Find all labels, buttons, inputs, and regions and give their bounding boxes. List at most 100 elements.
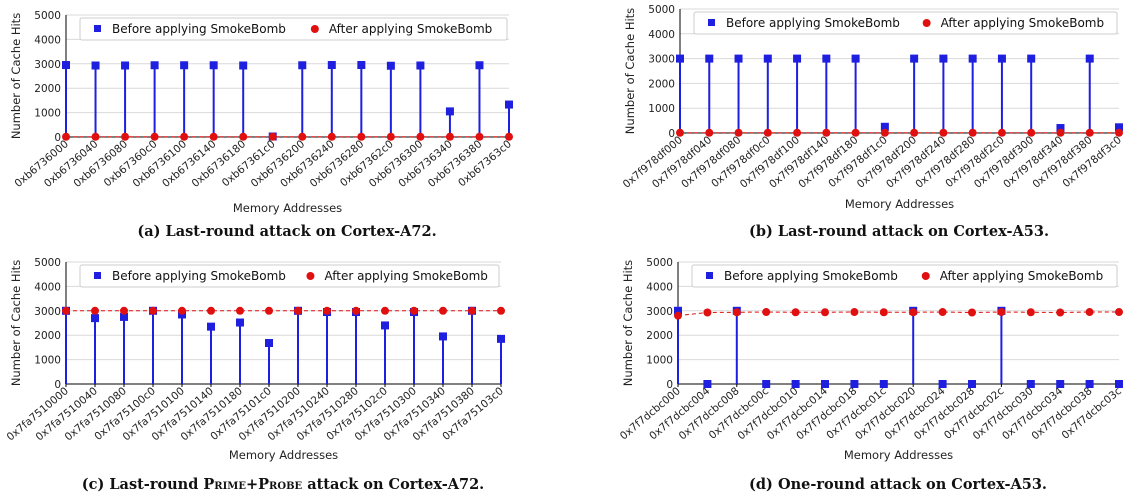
y-tick-label: 2000 <box>648 78 675 90</box>
after-point <box>763 128 772 137</box>
before-point <box>1056 380 1065 388</box>
after-point <box>120 306 128 315</box>
after-point <box>121 132 130 141</box>
before-point <box>997 54 1006 63</box>
y-tick-label: 4000 <box>34 281 61 293</box>
caption-part: attack on Cortex-A72. <box>302 476 484 493</box>
before-point <box>265 339 273 348</box>
before-point <box>207 322 215 331</box>
chart-panel-2: 0100020003000400050000x7f978df0000x7f978… <box>621 4 1124 240</box>
after-point <box>207 306 215 315</box>
after-point <box>1026 308 1035 317</box>
y-tick-label: 1000 <box>646 355 673 367</box>
after-point <box>180 132 189 141</box>
after-series-line <box>677 311 1119 317</box>
before-point <box>939 54 948 63</box>
after-point <box>821 308 829 317</box>
before-point <box>821 380 829 388</box>
before-point <box>762 380 771 388</box>
after-point <box>468 306 476 315</box>
before-point <box>968 54 977 63</box>
after-point <box>149 306 157 315</box>
before-point <box>386 61 395 70</box>
after-point <box>268 132 277 141</box>
before-point <box>327 61 336 70</box>
before-point <box>416 61 425 70</box>
before-point <box>674 306 682 315</box>
caption-part: (c) Last-round <box>82 476 204 493</box>
legend-label-after: After applying SmokeBomb <box>940 269 1103 283</box>
after-point <box>298 132 307 141</box>
after-point <box>674 311 682 320</box>
before-point <box>968 380 976 388</box>
before-point <box>180 61 189 70</box>
after-point <box>386 132 395 141</box>
y-axis-title: Number of Cache Hits <box>9 260 23 386</box>
chart-panel-3: 0100020003000400050000x7fa75100000x7fa75… <box>5 257 506 493</box>
before-point <box>1027 54 1036 63</box>
after-point <box>91 306 99 315</box>
after-point <box>1027 128 1036 137</box>
chart-panel-4: 0100020003000400050000x7f7dcbc0000x7f7dc… <box>618 257 1124 493</box>
after-point <box>410 306 418 315</box>
before-point <box>357 61 366 70</box>
after-point <box>327 132 336 141</box>
after-point <box>1085 128 1094 137</box>
before-point <box>793 54 802 63</box>
after-point <box>505 132 513 141</box>
caption: (b) Last-round attack on Cortex-A53. <box>749 223 1049 240</box>
y-tick-label: 4000 <box>648 29 675 41</box>
y-tick-label: 5000 <box>648 4 675 16</box>
x-axis-title: Memory Addresses <box>844 448 953 462</box>
legend-marker-before <box>706 272 713 279</box>
caption: (c) Last-round Prime+Probe attack on Cor… <box>82 476 484 493</box>
before-point <box>120 312 128 321</box>
after-point <box>357 132 366 141</box>
after-point <box>879 308 888 317</box>
after-point <box>762 308 771 317</box>
y-axis-title: Number of Cache Hits <box>621 260 635 386</box>
before-point <box>150 61 159 70</box>
before-point <box>734 54 743 63</box>
after-point <box>294 306 302 315</box>
before-point <box>439 332 447 341</box>
y-tick-label: 4000 <box>646 281 673 293</box>
y-tick-label: 1000 <box>648 103 675 115</box>
before-point <box>938 380 947 388</box>
x-axis-title: Memory Addresses <box>229 448 338 462</box>
after-point <box>323 306 331 315</box>
after-point <box>910 128 919 137</box>
before-point <box>1085 54 1094 63</box>
after-point <box>703 308 712 317</box>
after-point <box>968 128 977 137</box>
after-point <box>381 306 389 315</box>
legend-label-before: Before applying SmokeBomb <box>112 269 286 283</box>
before-point <box>445 107 454 116</box>
after-point <box>939 128 948 137</box>
legend-marker-after <box>306 272 315 280</box>
caption: (a) Last-round attack on Cortex-A72. <box>137 223 436 240</box>
after-point <box>62 306 70 315</box>
after-point <box>822 128 831 137</box>
after-point <box>239 132 248 141</box>
after-point <box>909 308 918 317</box>
y-axis-title: Number of Cache Hits <box>623 8 637 134</box>
legend-marker-before <box>708 19 715 26</box>
after-point <box>880 128 889 137</box>
after-point <box>236 306 244 315</box>
after-point <box>968 308 976 317</box>
before-point <box>822 54 831 63</box>
legend-label-before: Before applying SmokeBomb <box>726 16 900 30</box>
before-point <box>850 380 859 388</box>
after-point <box>265 306 273 315</box>
before-point <box>1026 380 1035 388</box>
before-point <box>879 380 888 388</box>
y-tick-label: 0 <box>666 379 673 391</box>
after-point <box>439 306 447 315</box>
after-point <box>851 128 860 137</box>
y-tick-label: 3000 <box>648 54 675 66</box>
before-point <box>910 54 919 63</box>
y-tick-label: 0 <box>54 132 61 144</box>
y-tick-label: 2000 <box>646 330 673 342</box>
